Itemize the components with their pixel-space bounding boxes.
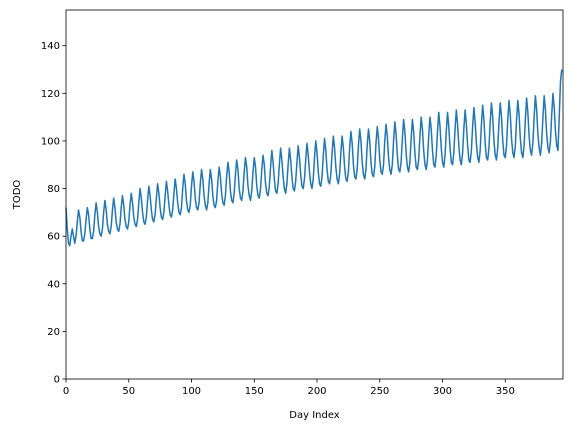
x-tick-label: 200 [307,386,326,397]
x-axis-label: Day Index [289,410,340,421]
y-tick-label: 60 [47,232,60,243]
x-tick-label: 300 [433,386,452,397]
y-tick-label: 120 [41,89,60,100]
y-tick-label: 140 [41,41,60,52]
line-series [65,69,563,247]
y-tick-label: 20 [47,327,60,338]
x-tick-label: 250 [370,386,389,397]
y-tick-label: 80 [47,184,60,195]
x-tick-label: 150 [245,386,264,397]
y-tick-label: 40 [47,279,60,290]
axes-frame [65,9,564,380]
y-axis-label: TODO [12,180,23,211]
y-tick-label: 100 [41,136,60,147]
x-tick-label: 0 [63,386,69,397]
x-tick-label: 350 [496,386,515,397]
x-tick-label: 50 [122,386,135,397]
x-tick-label: 100 [182,386,201,397]
y-tick-label: 0 [54,375,60,386]
